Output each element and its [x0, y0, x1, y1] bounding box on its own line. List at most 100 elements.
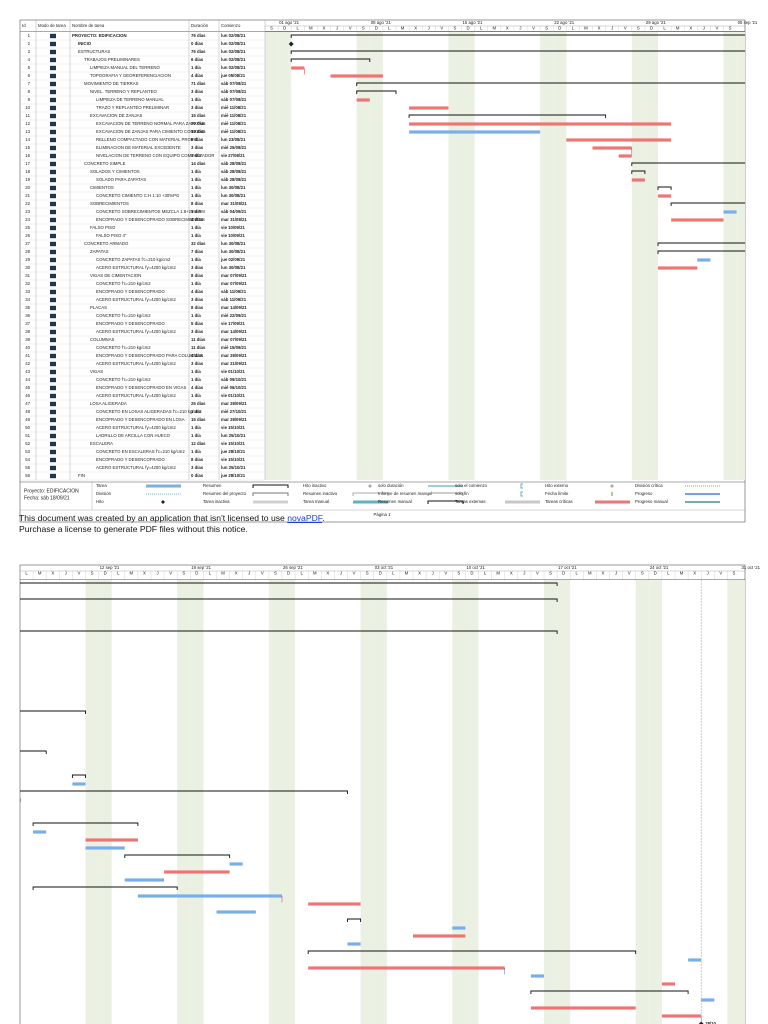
task-name: CONCRETO f'c=210 kg/cm2	[96, 377, 151, 382]
task-mode-icon	[50, 33, 56, 39]
task-mode-icon	[50, 313, 56, 319]
day-letter: V	[624, 26, 627, 31]
task-name: CONCRETO f'c=210 kg/cm2	[96, 345, 151, 350]
task-mode-icon	[50, 273, 56, 279]
notice-link[interactable]: novaPDF	[287, 513, 323, 523]
critical-task-bar	[291, 66, 305, 70]
day-letter: L	[388, 26, 391, 31]
legend-label: Hito	[96, 499, 104, 504]
task-start: mié 11/08/21	[221, 105, 247, 110]
non-working-day	[373, 580, 387, 1024]
non-working-day	[644, 32, 658, 480]
legend-label: solo el comienzo	[455, 483, 488, 488]
day-letter: S	[454, 26, 457, 31]
task-start: mar 07/09/21	[221, 281, 247, 286]
day-letter: D	[104, 571, 107, 576]
row-id: 1	[28, 33, 31, 38]
task-duration: 1 día	[191, 153, 201, 158]
task-mode-icon	[50, 377, 56, 383]
non-working-day	[544, 580, 558, 1024]
task-name: ACERO ESTRUCTURAL fy=4200 kg/cm2	[96, 297, 176, 302]
task-mode-icon	[50, 409, 56, 415]
notice-text: .	[322, 513, 325, 523]
day-letter: L	[484, 571, 487, 576]
day-letter: D	[558, 26, 561, 31]
legend-label: Progreso	[635, 491, 653, 496]
task-mode-icon	[50, 129, 56, 135]
day-letter: J	[340, 571, 342, 576]
task-start: vie 01/10/21	[221, 393, 246, 398]
task-mode-icon	[50, 217, 56, 223]
summary-bar	[32, 886, 178, 890]
task-name: ENCOFRADO Y DESENCOFRADO PARA COLUMNAS	[96, 353, 203, 358]
task-duration: 1 día	[191, 369, 201, 374]
task-name: FALSO PISO 4"	[96, 233, 127, 238]
legend-label: Tareas externas	[455, 499, 486, 504]
milestone	[288, 41, 294, 47]
task-duration: 4 días	[191, 289, 204, 294]
task-mode-icon	[50, 337, 56, 343]
task-name: PROYECTO: EDIFICACION	[72, 33, 127, 38]
task-start: sáb 07/08/21	[221, 89, 247, 94]
day-letter: M	[676, 26, 680, 31]
task-mode-icon	[50, 185, 56, 191]
end-date-label: 28/10	[705, 1021, 716, 1024]
legend-label: Fecha límite	[545, 491, 569, 496]
task-bar	[347, 942, 361, 946]
row-id: 56	[25, 473, 30, 478]
task-mode-icon	[50, 257, 56, 263]
task-name: CONCRETO CIMIENTO C:H 1:10 +30%PG	[96, 193, 180, 198]
critical-task-bar	[409, 106, 449, 110]
task-bar	[452, 926, 466, 930]
legend-label: Resumen manual	[378, 499, 412, 504]
task-name: LIMPIEZA MANUAL DEL TERRENO	[90, 65, 160, 70]
task-start: vie 15/10/21	[221, 425, 246, 430]
task-mode-icon	[50, 113, 56, 119]
legend-glyph	[368, 484, 372, 488]
task-bar	[229, 862, 243, 866]
task-duration: 8 días	[191, 457, 204, 462]
task-duration: 1 día	[191, 433, 201, 438]
task-duration: 0 días	[191, 473, 204, 478]
task-duration: 3 días	[191, 329, 204, 334]
row-id: 48	[25, 409, 30, 414]
day-letter: M	[309, 26, 313, 31]
task-mode-icon	[50, 353, 56, 359]
legend-label: Hito inactivo	[303, 483, 327, 488]
day-letter: J	[248, 571, 250, 576]
task-start: vie 10/09/21	[221, 233, 246, 238]
non-working-day	[736, 32, 745, 480]
row-id: 41	[25, 353, 30, 358]
day-letter: S	[549, 571, 552, 576]
task-start: mar 31/08/21	[221, 201, 247, 206]
task-duration: 1 día	[191, 97, 201, 102]
day-letter: L	[209, 571, 212, 576]
task-start: mié 27/10/21	[221, 409, 247, 414]
legend-glyph	[520, 483, 523, 489]
task-name: PLACAS	[90, 305, 107, 310]
summary-bar	[124, 854, 231, 858]
summary-bar	[530, 990, 689, 994]
legend-label: Informe de resumen manual	[378, 491, 432, 496]
summary-bar	[657, 250, 745, 254]
task-name: SOBRECIMIENTOS	[90, 201, 129, 206]
task-name: ESCALERA	[90, 441, 113, 446]
task-name: MOVIMIENTO DE TIERRAS	[84, 81, 139, 86]
task-mode-icon	[50, 441, 56, 447]
task-duration: 4 días	[191, 353, 204, 358]
task-duration: 1 día	[191, 393, 201, 398]
critical-task-bar	[631, 178, 645, 182]
day-letter: M	[496, 571, 500, 576]
task-start: lun 30/08/21	[221, 249, 246, 254]
task-start: sáb 09/10/21	[221, 377, 247, 382]
legend-label: Progreso manual	[635, 499, 668, 504]
day-letter: X	[51, 571, 54, 576]
task-start: mié 11/08/21	[221, 113, 247, 118]
task-start: vie 27/08/21	[221, 153, 246, 158]
row-id: 25	[25, 225, 30, 230]
task-duration: 6 días	[191, 57, 204, 62]
task-name: LOSA ALIGERADA	[90, 401, 127, 406]
row-id: 46	[25, 393, 30, 398]
task-name: ZAPATAS	[90, 249, 109, 254]
